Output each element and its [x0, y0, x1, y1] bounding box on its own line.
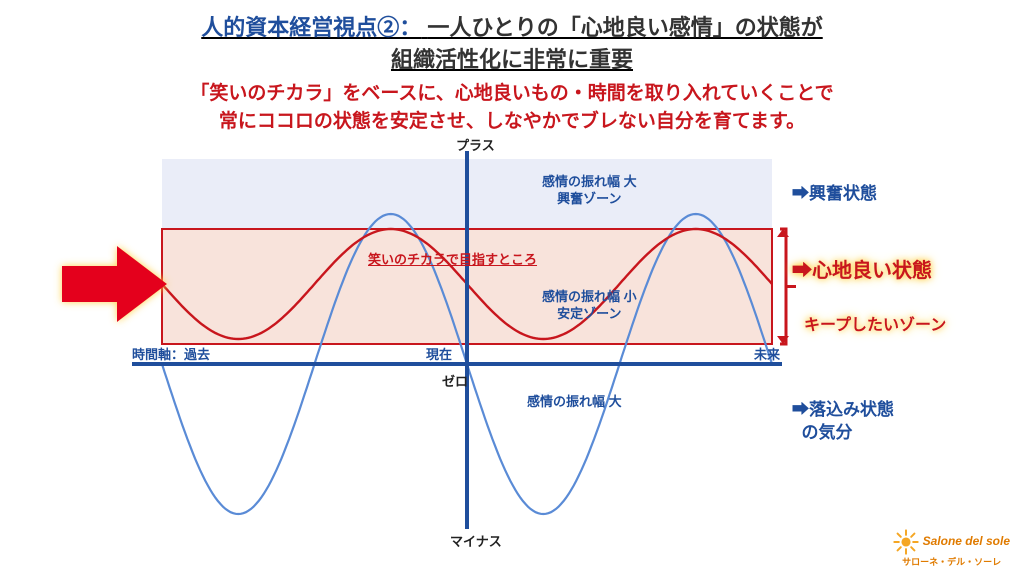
subtitle-line-1: 「笑いのチカラ」をベースに、心地良いもの・時間を取り入れていくことで	[190, 83, 833, 104]
stable-zone-goal: 笑いのチカラで目指すところ	[368, 249, 537, 268]
right-label-down: ➡落込み状態 の気分	[792, 399, 894, 445]
logo-jp: サローネ・デル・ソーレ	[902, 557, 1001, 567]
sun-icon	[893, 529, 919, 555]
stable-zone-label: 感情の振れ幅 小 安定ゾーン	[542, 289, 637, 323]
subtitle: 「笑いのチカラ」をベースに、心地良いもの・時間を取り入れていくことで 常にココロ…	[60, 80, 964, 135]
page-title: 人的資本経営視点②： 一人ひとりの「心地良い感情」の状態が 組織活性化に非常に重…	[40, 10, 984, 74]
subtitle-line-2: 常にココロの状態を安定させ、しなやかでブレない自分を育てます。	[219, 111, 805, 132]
title-rest-2: 組織活性化に非常に重要	[391, 47, 633, 72]
axis-zero-label: ゼロ	[442, 371, 468, 390]
below-zone-label: 感情の振れ幅 大	[527, 394, 622, 411]
axis-bottom-label: マイナス	[450, 531, 502, 550]
right-label-stable-1: ➡心地良い状態	[792, 254, 932, 283]
title-lead: 人的資本経営視点②：	[201, 15, 421, 40]
title-rest-1: 一人ひとりの「心地良い感情」の状態が	[427, 15, 822, 40]
emotion-chart: プラス マイナス ゼロ 時間軸：過去 現在 未来 感情の振れ幅 大 興奮ゾーン …	[32, 139, 992, 549]
logo-text: Salone del sole	[923, 534, 1010, 548]
brand-logo: Salone del sole サローネ・デル・ソーレ	[893, 529, 1010, 568]
right-label-excite: ➡興奮状態	[792, 179, 877, 204]
axis-top-label: プラス	[456, 135, 495, 154]
axis-time-past: 時間軸：過去	[132, 344, 210, 363]
axis-future: 未来	[754, 344, 780, 363]
excite-zone-label: 感情の振れ幅 大 興奮ゾーン	[542, 174, 637, 208]
right-label-stable-2: キープしたいゾーン	[804, 311, 946, 335]
axis-present: 現在	[426, 344, 452, 363]
